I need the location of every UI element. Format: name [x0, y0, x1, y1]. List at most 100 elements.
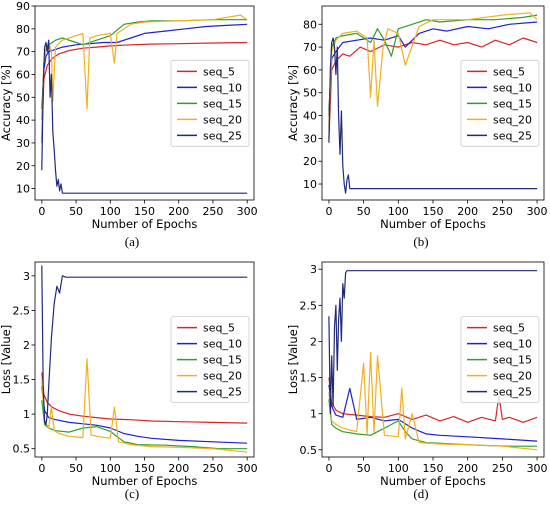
- y-tick-label: 50: [16, 91, 30, 104]
- legend-label: seq_15: [493, 97, 532, 110]
- x-tick-label: 0: [38, 205, 45, 218]
- x-tick-label: 0: [325, 462, 332, 475]
- series-line-seq_25: [41, 39, 248, 194]
- y-tick-label: 10: [16, 183, 30, 196]
- y-tick-label: 30: [303, 132, 317, 145]
- x-tick-label: 0: [325, 205, 332, 218]
- x-tick-label: 200: [457, 205, 478, 218]
- series-line-seq_15: [41, 400, 248, 450]
- legend-label: seq_10: [203, 338, 242, 351]
- legend-label: seq_10: [493, 81, 532, 94]
- x-tick-label: 150: [134, 462, 155, 475]
- y-tick-label: 20: [303, 155, 317, 168]
- x-tick-label: 200: [168, 205, 189, 218]
- x-tick-label: 100: [100, 462, 121, 475]
- x-tick-label: 300: [527, 462, 548, 475]
- legend-label: seq_5: [203, 322, 235, 335]
- series-line-seq_5: [328, 377, 538, 423]
- y-axis-label: Accuracy [%]: [0, 65, 13, 141]
- y-tick-label: 2: [23, 339, 30, 352]
- series-line-seq_10: [328, 384, 538, 442]
- y-axis-label: Accuracy [%]: [286, 65, 300, 141]
- legend-label: seq_10: [493, 338, 532, 351]
- x-tick-label: 250: [202, 462, 223, 475]
- series-line-seq_10: [328, 21, 538, 112]
- x-tick-label: 250: [492, 205, 513, 218]
- x-tick-label: 150: [423, 205, 444, 218]
- legend-box: [460, 59, 540, 147]
- x-tick-label: 100: [388, 462, 409, 475]
- series-line-seq_20: [328, 12, 538, 128]
- y-axis-label: Loss [Value]: [286, 325, 300, 394]
- y-tick-label: 3: [23, 270, 30, 283]
- x-tick-label: 100: [100, 205, 121, 218]
- y-tick-label: 2.5: [13, 304, 31, 317]
- series-line-seq_20: [328, 351, 538, 451]
- y-tick-label: 1: [23, 408, 30, 421]
- y-tick-label: 3: [310, 263, 317, 276]
- series-line-seq_25: [41, 265, 248, 426]
- series-line-seq_20: [41, 14, 248, 132]
- legend-label: seq_25: [203, 386, 242, 399]
- y-tick-label: 20: [16, 160, 30, 173]
- legend-box: [170, 316, 250, 404]
- legend-label: seq_20: [493, 113, 532, 126]
- legend-label: seq_5: [493, 322, 525, 335]
- series-line-seq_25: [328, 37, 538, 194]
- y-tick-label: 60: [303, 64, 317, 77]
- x-axis-label: Number of Epochs: [380, 474, 486, 488]
- x-tick-label: 300: [237, 205, 258, 218]
- x-tick-label: 0: [38, 462, 45, 475]
- x-tick-label: 100: [388, 205, 409, 218]
- x-tick-label: 250: [202, 205, 223, 218]
- x-tick-label: 200: [168, 462, 189, 475]
- chart-0: 0 50 100 150 200 250 300 10 20 30 40 50 60 70 80 90 Numb…: [0, 0, 258, 231]
- x-axis-label: Number of Epochs: [92, 474, 198, 488]
- y-tick-label: 80: [303, 18, 317, 31]
- legend-label: seq_15: [203, 354, 242, 367]
- x-axis-label: Number of Epochs: [380, 217, 486, 231]
- legend-label: seq_20: [493, 370, 532, 383]
- x-tick-label: 150: [134, 205, 155, 218]
- y-tick-label: 10: [303, 178, 317, 191]
- series-line-seq_25: [328, 270, 538, 415]
- y-tick-label: 1: [310, 408, 317, 421]
- legend-label: seq_5: [203, 65, 235, 78]
- x-axis-label: Number of Epochs: [92, 217, 198, 231]
- y-tick-label: 40: [303, 110, 317, 123]
- y-tick-label: 40: [16, 114, 30, 127]
- legend-label: seq_25: [493, 386, 532, 399]
- legend-box: [460, 316, 540, 404]
- caption-b: (b): [413, 234, 429, 249]
- x-tick-label: 50: [357, 462, 371, 475]
- y-tick-label: 70: [303, 41, 317, 54]
- x-tick-label: 200: [457, 462, 478, 475]
- legend-box: [170, 59, 250, 147]
- y-tick-label: 70: [16, 46, 30, 59]
- legend-label: seq_20: [203, 113, 242, 126]
- series-line-seq_10: [41, 23, 248, 109]
- x-tick-label: 300: [237, 462, 258, 475]
- caption-d: (d): [413, 486, 429, 501]
- x-tick-label: 250: [492, 462, 513, 475]
- y-axis-label: Loss [Value]: [0, 325, 13, 394]
- series-line-seq_5: [328, 37, 538, 139]
- legend-label: seq_25: [203, 129, 242, 142]
- caption-c: (c): [124, 486, 140, 501]
- legend-label: seq_25: [493, 129, 532, 142]
- chart-1: 0 50 100 150 200 250 300 10 20 30 40 50 60 70 80 Number…: [286, 5, 548, 231]
- legend-label: seq_20: [203, 370, 242, 383]
- y-tick-label: 2.5: [300, 299, 318, 312]
- legend-label: seq_5: [493, 65, 525, 78]
- y-tick-label: 50: [303, 87, 317, 100]
- series-line-seq_20: [41, 358, 248, 453]
- y-tick-label: 0.5: [300, 444, 318, 457]
- legend-label: seq_15: [203, 97, 242, 110]
- y-tick-label: 1.5: [300, 372, 318, 385]
- y-tick-label: 30: [16, 137, 30, 150]
- y-tick-label: 1.5: [13, 374, 31, 387]
- y-tick-label: 80: [16, 23, 30, 36]
- x-tick-label: 150: [423, 462, 444, 475]
- x-tick-label: 50: [357, 205, 371, 218]
